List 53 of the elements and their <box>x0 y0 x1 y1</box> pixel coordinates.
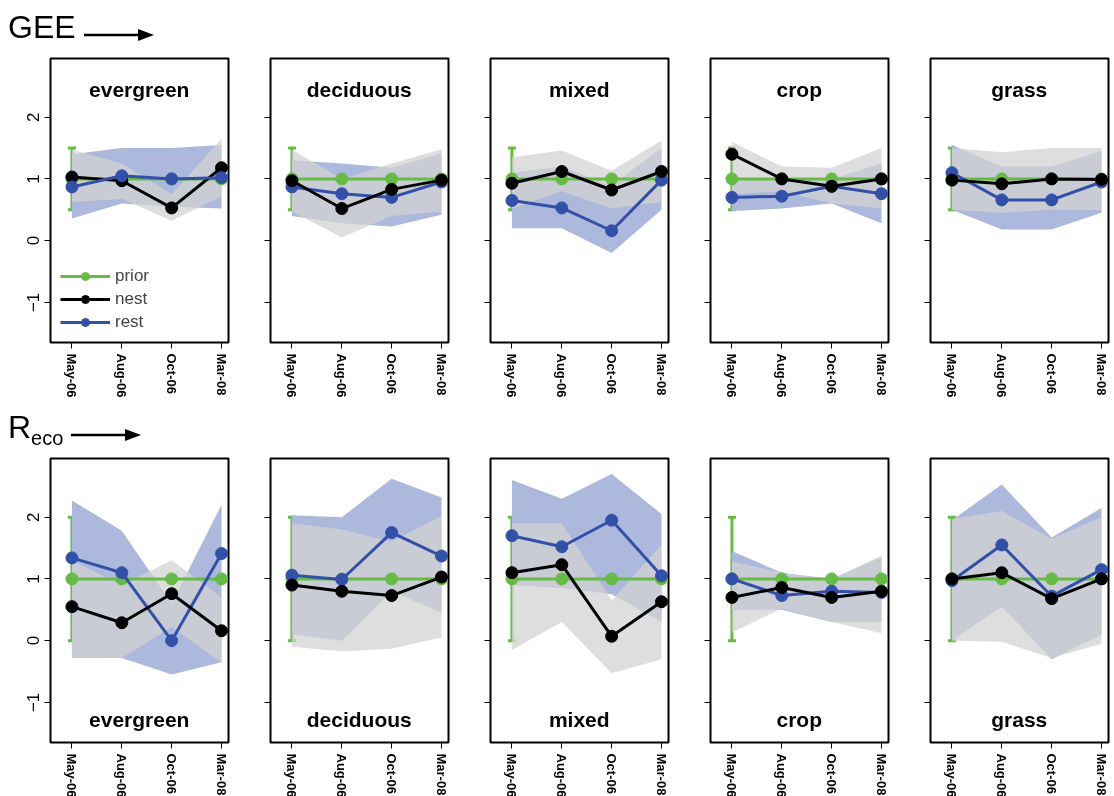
text: mixed <box>548 78 610 102</box>
text: grass <box>991 78 1048 102</box>
x-tick-label: Mar-08 <box>874 353 890 396</box>
y-tick-label: 1 <box>24 574 44 584</box>
y-tick-label: −1 <box>24 292 44 313</box>
x-tick-label: May-06 <box>504 353 520 398</box>
text: mixed <box>548 708 610 732</box>
y-tick-label: 0 <box>24 635 44 646</box>
text: evergreen <box>89 708 190 732</box>
text: deciduous <box>306 78 412 102</box>
x-tick-label: Aug-06 <box>334 353 350 398</box>
x-tick-label: Aug-06 <box>994 353 1010 398</box>
x-tick-label: Oct-06 <box>384 753 400 794</box>
y-tick-label: 2 <box>24 112 44 122</box>
x-tick-label: Mar-08 <box>874 753 890 796</box>
x-tick-label: May-06 <box>284 353 300 398</box>
y-tick-label: 0 <box>24 235 44 246</box>
text: R$_{eco}$ <box>8 409 64 450</box>
legend-label: nest <box>115 289 148 309</box>
y-tick-label: 1 <box>24 174 44 184</box>
text: crop <box>776 78 823 102</box>
x-tick-label: Oct-06 <box>604 353 620 394</box>
x-tick-label: Mar-08 <box>214 753 230 796</box>
x-tick-label: Oct-06 <box>1044 753 1060 794</box>
x-tick-label: Mar-08 <box>1094 353 1110 396</box>
x-tick-label: Aug-06 <box>554 353 570 398</box>
legend-label: rest <box>115 312 144 332</box>
x-tick-label: Aug-06 <box>114 353 130 398</box>
y-tick-label: 2 <box>24 512 44 522</box>
x-tick-label: Oct-06 <box>384 353 400 394</box>
x-tick-label: Mar-08 <box>654 353 670 396</box>
x-tick-label: Mar-08 <box>214 353 230 396</box>
text: crop <box>776 708 823 732</box>
text: deciduous <box>306 708 412 732</box>
x-tick-label: Oct-06 <box>1044 353 1060 394</box>
y-tick-label: −1 <box>24 692 44 713</box>
x-tick-label: Oct-06 <box>824 753 840 794</box>
text: GEE <box>8 9 76 45</box>
x-tick-label: Mar-08 <box>434 353 450 396</box>
x-tick-label: Mar-08 <box>434 753 450 796</box>
text: evergreen <box>89 78 190 102</box>
x-tick-label: Mar-08 <box>1094 753 1110 796</box>
x-tick-label: May-06 <box>64 353 80 398</box>
x-tick-label: Oct-06 <box>824 353 840 394</box>
x-tick-label: Oct-06 <box>604 753 620 794</box>
x-tick-label: Oct-06 <box>164 353 180 394</box>
x-tick-label: Oct-06 <box>164 753 180 794</box>
x-tick-label: May-06 <box>724 353 740 398</box>
x-tick-label: Aug-06 <box>774 353 790 398</box>
legend-label: prior <box>115 266 150 286</box>
x-tick-label: Mar-08 <box>654 753 670 796</box>
x-tick-label: May-06 <box>944 353 960 398</box>
text: grass <box>991 708 1048 732</box>
